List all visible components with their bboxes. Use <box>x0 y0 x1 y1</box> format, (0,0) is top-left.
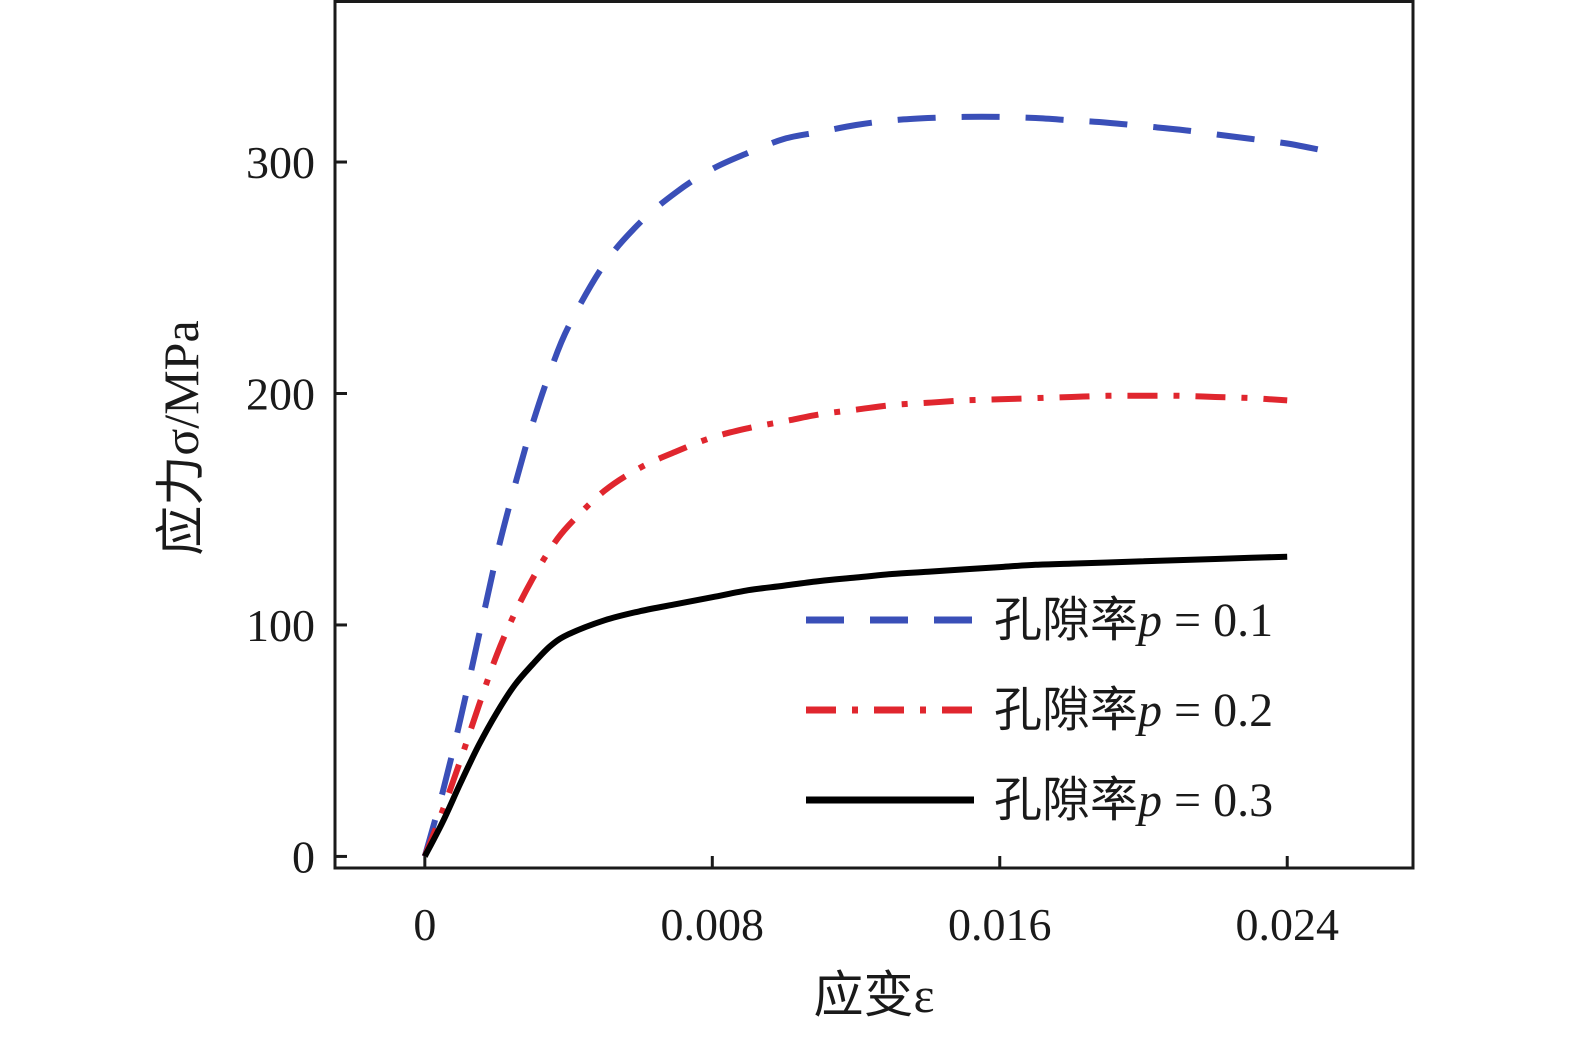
y-tick-label: 0 <box>292 831 315 882</box>
series-line-3 <box>422 553 1288 858</box>
legend-label-2: 孔隙率p = 0.2 <box>994 684 1273 737</box>
x-tick-label: 0.008 <box>661 899 765 950</box>
series-line-1 <box>421 113 1324 858</box>
x-axis-title: 应变ε <box>814 967 935 1023</box>
legend-label-3: 孔隙率p = 0.3 <box>994 774 1273 827</box>
plot-frame <box>333 0 1415 870</box>
series-layer <box>421 113 1324 858</box>
legend-label-1: 孔隙率p = 0.1 <box>994 594 1273 647</box>
y-axis-title: 应力σ/MPa <box>153 320 209 555</box>
ticks-layer: 0 0.008 0.016 0.024 0 100 200 300 <box>246 137 1339 950</box>
y-tick-label: 200 <box>246 368 315 419</box>
x-tick-label: 0.016 <box>948 899 1052 950</box>
x-tick-label: 0 <box>413 899 436 950</box>
x-tick-label: 0.024 <box>1235 899 1339 950</box>
y-tick-label: 300 <box>246 137 315 188</box>
legend: 孔隙率p = 0.1 孔隙率p = 0.2 孔隙率p = 0.3 <box>806 594 1273 827</box>
y-tick-label: 100 <box>246 600 315 651</box>
